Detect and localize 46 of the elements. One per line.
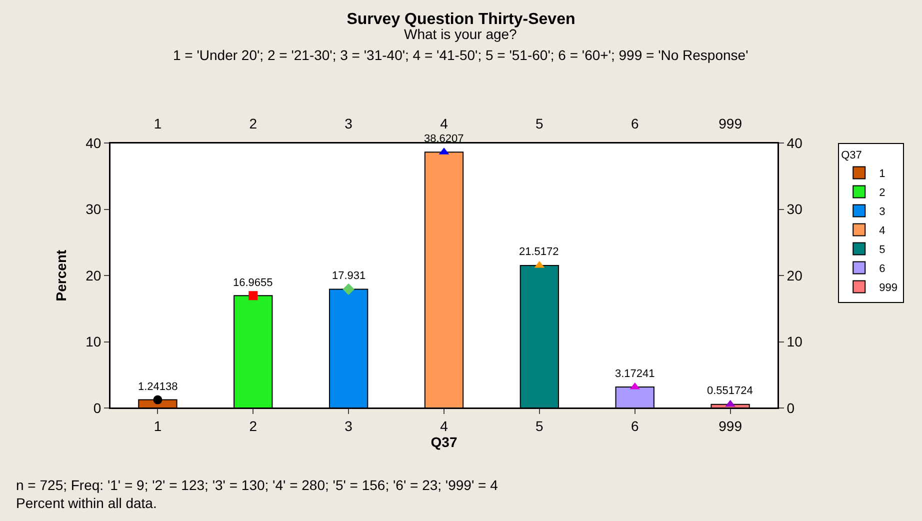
text: 4 [440,115,448,132]
data-label: 17.931 [332,270,366,282]
text: 5 [536,115,544,132]
y-tick-label: 30 [86,201,102,218]
text: 3 [344,115,352,132]
y2-tick-label: 10 [786,334,803,350]
chart-title: Survey Question Thirty-Seven [346,10,576,28]
legend-label: 999 [879,282,898,294]
y2-tick-label: 0 [786,400,795,416]
x-tick-label: 4 [440,418,448,434]
text: 999 [718,115,742,132]
x-tick-label: 6 [630,418,639,434]
text: 2 [249,115,258,132]
y-tick-label: 10 [86,334,102,350]
y2-tick-label: 30 [786,201,803,218]
y-axis-title: Percent [53,249,70,302]
data-label: 38.6207 [424,133,464,145]
y-tick-label: 40 [86,134,102,151]
x-tick-label: 3 [344,418,353,434]
data-label: 0.551724 [707,385,753,397]
legend-label: 6 [879,263,886,276]
y2-tick-label: 40 [786,134,803,151]
text: n = 725; Freq: '1' = 9; '2' = 123; '3' = 130; '4' = 280; '5' = 156; '6' = 23; '999' = 4 [16,477,498,493]
text: 6 [630,115,639,132]
legend-title: Q37 [841,149,862,162]
y2-tick-label: 20 [786,267,803,284]
x-tick-label: 1 [154,418,162,434]
y-tick-label: 0 [93,400,102,416]
legend-label: 2 [879,187,886,200]
data-label: 16.9655 [233,277,273,289]
text: 1 [154,115,162,132]
data-label: 21.5172 [519,246,559,258]
y-tick-label: 20 [86,267,102,284]
chart-subtitle: What is your age? [404,26,518,42]
legend-label: 1 [879,168,886,180]
x-tick-label: 999 [718,418,742,434]
data-label: 3.17241 [615,368,655,380]
legend-label: 5 [879,244,886,256]
legend-label: 4 [879,225,886,238]
data-label: 1.24138 [138,381,178,393]
x-axis-title: Q37 [430,434,458,450]
legend-label: 3 [879,206,886,218]
x-tick-label: 2 [249,418,258,434]
x-tick-label: 5 [536,418,544,434]
text: Percent within all data. [16,495,157,511]
text: 1 = 'Under 20'; 2 = '21-30'; 3 = '31-40'; 4 = '41-50'; 5 = '51-60'; 6 = '60+'; 999 = 'No Response' [173,47,748,63]
